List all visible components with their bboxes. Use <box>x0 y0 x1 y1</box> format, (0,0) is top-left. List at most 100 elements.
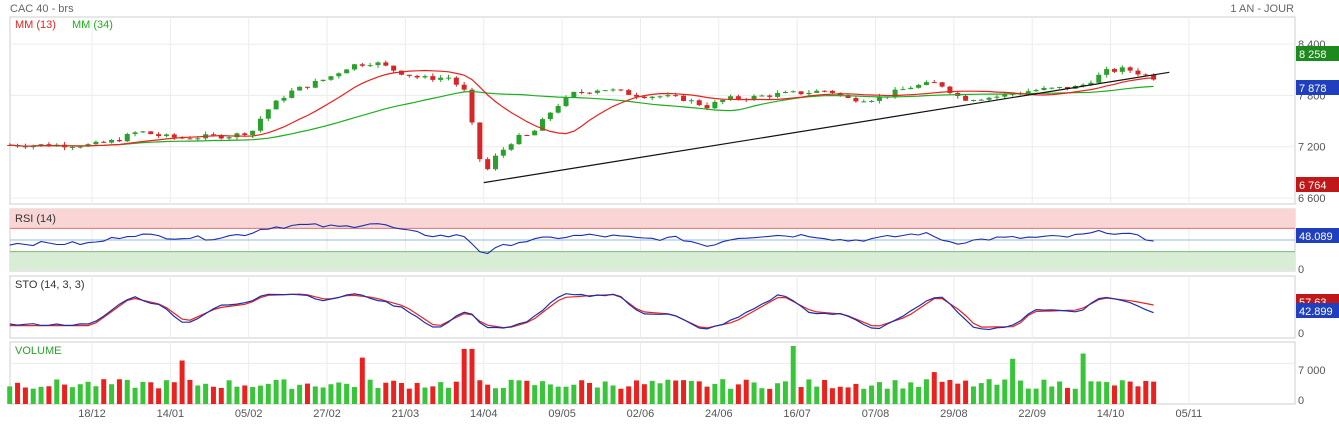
volume-bar <box>1049 386 1055 404</box>
candle-body <box>289 90 295 98</box>
volume-bar <box>563 386 569 404</box>
candle-body <box>453 77 459 85</box>
volume-bar <box>422 387 428 404</box>
volume-bar <box>22 387 28 404</box>
volume-bar <box>54 379 60 404</box>
candle-body <box>344 69 350 74</box>
candle-body <box>398 70 404 75</box>
rsi-oversold-zone <box>10 251 1295 271</box>
candle-body <box>297 86 303 91</box>
xtick-label: 14/01 <box>157 408 185 420</box>
candle-body <box>822 90 828 92</box>
volume-bar <box>923 379 929 404</box>
volume-bar <box>853 383 859 404</box>
candle-body <box>767 95 773 97</box>
volume-bar <box>46 386 52 404</box>
candle-body <box>171 134 177 138</box>
sto-title: STO (14, 3, 3) <box>15 279 85 291</box>
candle-body <box>775 92 781 97</box>
xtick-label: 09/05 <box>548 408 576 420</box>
candle-body <box>508 144 514 150</box>
rsi-line <box>9 223 1154 255</box>
candle-body <box>1127 67 1133 71</box>
volume-bar <box>720 379 726 404</box>
candle-body <box>140 131 146 133</box>
candle-body <box>1033 90 1039 92</box>
volume-title: VOLUME <box>15 345 61 357</box>
candle-body <box>469 89 475 123</box>
candle-body <box>587 92 593 94</box>
candle-body <box>916 84 922 88</box>
candle-body <box>923 82 929 85</box>
candle-body <box>109 140 115 143</box>
volume-bar <box>1127 381 1133 404</box>
candle-body <box>265 109 271 119</box>
candle-body <box>1088 82 1094 85</box>
volume-bar <box>1072 388 1078 404</box>
volume-bar <box>391 380 397 404</box>
candle-body <box>375 62 381 66</box>
volume-bar <box>547 384 553 404</box>
candle-body <box>931 82 937 84</box>
volume-bar <box>1088 381 1094 404</box>
candle-body <box>1143 74 1149 76</box>
candle-body <box>242 133 248 136</box>
candle-body <box>163 134 169 137</box>
candle-body <box>1111 69 1117 72</box>
candle-body <box>304 86 310 88</box>
volume-bar <box>939 381 945 404</box>
volume-bar <box>62 384 68 404</box>
candle-body <box>626 90 632 95</box>
candle-body <box>367 65 373 67</box>
candle-body <box>892 89 898 97</box>
volume-bar <box>250 386 256 404</box>
xtick-label: 16/07 <box>783 408 811 420</box>
volume-bar <box>85 381 91 404</box>
candle-body <box>312 80 318 88</box>
volume-bar <box>226 380 232 404</box>
period-label: 1 AN - JOUR <box>1230 3 1294 15</box>
volume-bar <box>438 382 444 404</box>
rsi-overbought-zone <box>10 209 1295 229</box>
xtick-label: 22/09 <box>1018 408 1046 420</box>
candle-body <box>445 77 451 79</box>
rsi-title: RSI (14) <box>15 213 56 225</box>
volume-bar <box>955 383 961 404</box>
candle-body <box>532 130 538 136</box>
volume-bar <box>571 384 577 404</box>
volume-bar <box>602 381 608 404</box>
candle-body <box>351 64 357 70</box>
candle-body <box>406 74 412 76</box>
candle-body <box>994 96 1000 98</box>
volume-bar <box>359 357 365 404</box>
volume-bar <box>445 387 451 404</box>
volume-bar <box>540 381 546 404</box>
candle-body <box>218 135 224 139</box>
candle-body <box>861 101 867 103</box>
support-trendline <box>483 71 1170 184</box>
volume-bar <box>555 386 561 404</box>
volume-bar <box>320 387 326 404</box>
candle-body <box>281 97 287 101</box>
volume-bar <box>822 379 828 404</box>
candle-body <box>493 155 499 170</box>
volume-bar <box>947 379 953 404</box>
candle-body <box>869 100 875 102</box>
candle-body <box>391 65 397 71</box>
badge-trend-min-label: 6 764 <box>1299 180 1327 192</box>
candle-body <box>704 105 710 109</box>
candle-body <box>195 138 201 140</box>
candle-body <box>782 91 788 93</box>
volume-bar <box>156 388 162 404</box>
volume-bar <box>414 382 420 404</box>
volume-bar <box>148 382 154 404</box>
candle-body <box>101 141 107 143</box>
volume-bar <box>767 388 773 404</box>
legend-ma13: MM (13) <box>15 19 56 31</box>
xtick-label: 18/12 <box>78 408 106 420</box>
volume-bar <box>649 380 655 404</box>
volume-bar <box>242 385 248 404</box>
volume-bar <box>704 386 710 404</box>
chart-title: CAC 40 - brs <box>10 3 74 15</box>
